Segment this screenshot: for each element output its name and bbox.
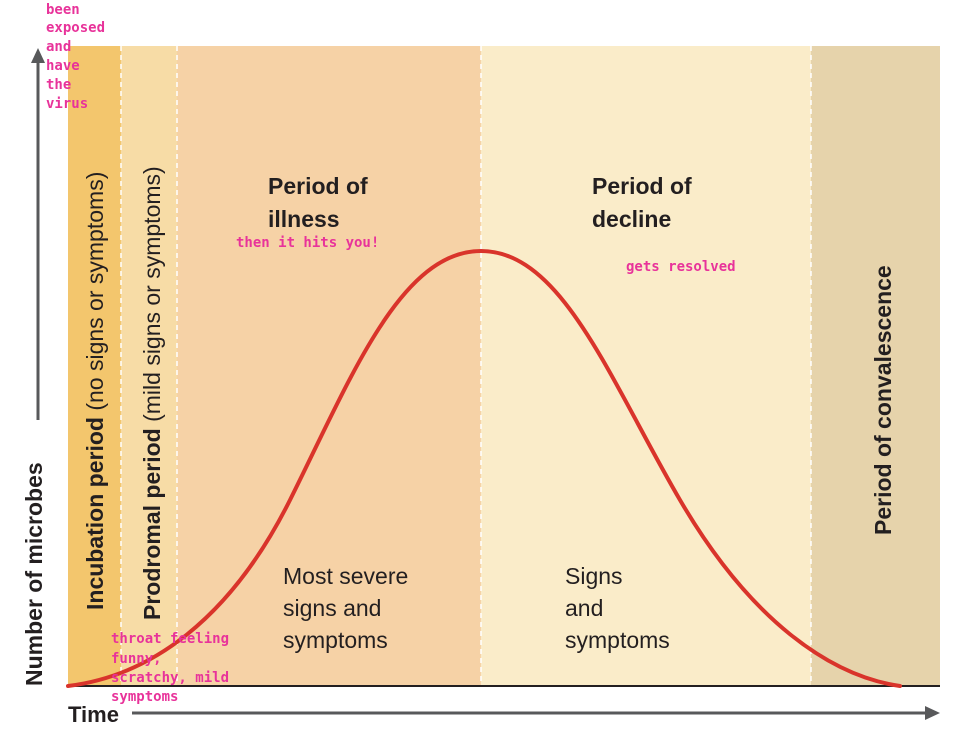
convalescence-band xyxy=(811,46,940,686)
incubation-period-paren: (no signs or symptoms) xyxy=(82,172,108,417)
prodromal-note-line-1: throat feeling xyxy=(111,631,229,647)
x-axis-arrowhead xyxy=(925,706,940,720)
decline-desc-line1: Signs xyxy=(565,563,623,589)
exposed-annotation: been exposed and have the virus xyxy=(46,2,105,112)
illness-desc-line2: signs and xyxy=(283,595,381,621)
period-separators xyxy=(120,46,812,686)
exposed-line-1: been xyxy=(46,2,80,18)
incubation-period-label: Incubation period (no signs or symptoms) xyxy=(82,172,108,610)
incubation-band xyxy=(68,46,121,686)
exposed-line-4: have xyxy=(46,58,80,74)
prodromal-note-line-3: scratchy, mild xyxy=(111,670,229,686)
exposed-line-5: the xyxy=(46,77,71,93)
prodromal-note-line-4: symptoms xyxy=(111,689,178,705)
exposed-line-6: virus xyxy=(46,96,88,112)
exposed-line-2: exposed xyxy=(46,20,105,36)
prodromal-note-line-2: funny, xyxy=(111,651,162,667)
prodromal-band xyxy=(121,46,177,686)
prodromal-annotation: throat feeling funny, scratchy, mild sym… xyxy=(111,631,229,705)
decline-desc-line2: and xyxy=(565,595,603,621)
prodromal-period-label: Prodromal period (mild signs or symptoms… xyxy=(139,166,165,620)
decline-annotation: gets resolved xyxy=(626,259,736,275)
y-axis-arrowhead xyxy=(31,48,45,63)
illness-title-line1: Period of xyxy=(268,173,368,199)
incubation-period-bold: Incubation period xyxy=(82,417,108,610)
decline-band xyxy=(481,46,811,686)
microbe-count-curve xyxy=(66,248,902,688)
illness-title-line2: illness xyxy=(268,206,340,232)
decline-title-line1: Period of xyxy=(592,173,692,199)
decline-title-line2: decline xyxy=(592,206,671,232)
x-axis-label: Time xyxy=(68,702,119,727)
prodromal-period-bold: Prodromal period xyxy=(139,428,165,620)
convalescence-period-label: Period of convalescence xyxy=(870,265,896,535)
exposed-line-3: and xyxy=(46,39,71,55)
illness-desc-line1: Most severe xyxy=(283,563,408,589)
illness-band xyxy=(177,46,481,686)
illness-desc-line3: symptoms xyxy=(283,627,388,653)
illness-annotation: then it hits you! xyxy=(236,235,379,251)
y-axis-label: Number of microbes xyxy=(21,462,47,686)
prodromal-period-paren: (mild signs or symptoms) xyxy=(139,166,165,428)
decline-desc-line3: symptoms xyxy=(565,627,670,653)
